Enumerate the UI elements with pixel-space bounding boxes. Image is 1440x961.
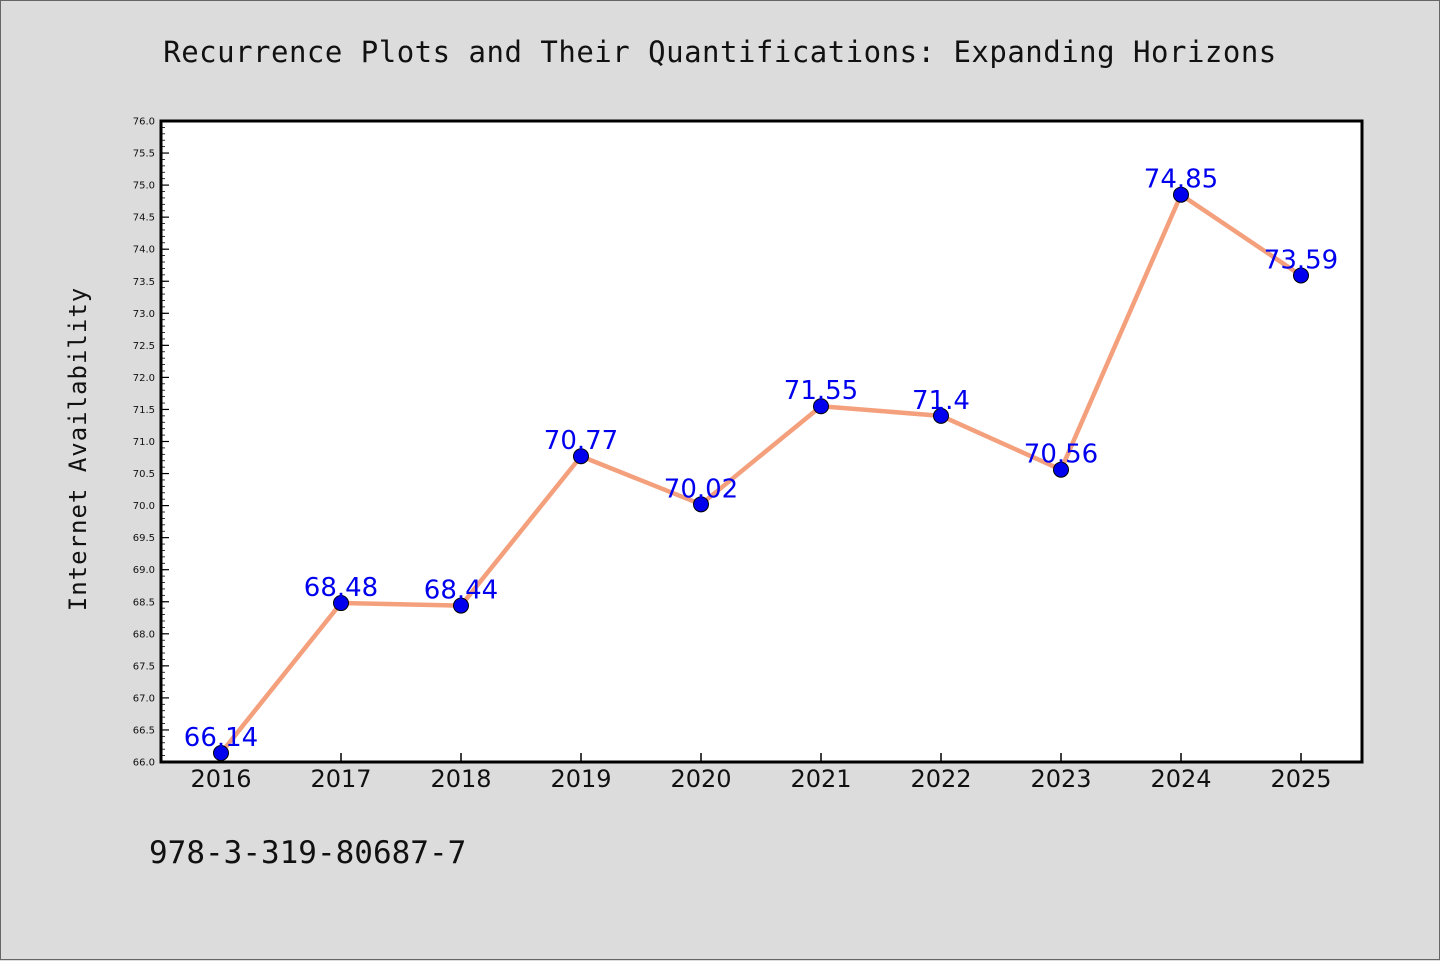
data-point (213, 745, 229, 762)
y-tick-label: 76.0 (133, 117, 155, 128)
x-tick-label: 2016 (190, 765, 251, 793)
data-label: 74.85 (1144, 165, 1218, 195)
y-axis-label: Internet Availability (64, 287, 92, 611)
x-axis: 2016 2017 2018 2019 2020 2021 2022 2023 2024 2025 (190, 753, 1332, 793)
series-line (219, 192, 1303, 755)
y-tick-label: 73.5 (133, 277, 155, 288)
y-tick-label: 72.5 (133, 341, 155, 352)
series-layer: 66.14 68.48 68.44 70.77 70.02 71.55 71.4 70.56 7… (184, 165, 1338, 762)
data-label: 71.4 (912, 386, 970, 416)
data-point (453, 597, 469, 614)
y-tick-label: 71.5 (133, 405, 155, 416)
y-tick-label: 69.5 (133, 533, 155, 544)
x-tick-label: 2025 (1270, 765, 1331, 793)
y-tick-label: 71.0 (133, 437, 155, 448)
data-label: 71.55 (784, 376, 858, 406)
data-label: 70.77 (544, 426, 618, 456)
y-tick-label: 74.5 (133, 213, 155, 224)
data-label: 68.44 (424, 576, 498, 606)
y-tick-label: 75.0 (133, 181, 155, 192)
data-label: 70.56 (1024, 440, 1098, 470)
y-tick-label: 70.0 (133, 501, 155, 512)
data-label: 66.14 (184, 723, 258, 753)
data-point (813, 398, 829, 415)
x-tick-label: 2021 (790, 765, 851, 793)
y-tick-label: 70.5 (133, 469, 155, 480)
y-tick-label: 69.0 (133, 565, 155, 576)
y-tick-label: 66.5 (133, 725, 155, 736)
x-tick-label: 2024 (1150, 765, 1211, 793)
x-tick-label: 2022 (910, 765, 971, 793)
x-tick-label: 2019 (550, 765, 611, 793)
x-tick-label: 2017 (310, 765, 371, 793)
data-point (1293, 267, 1309, 284)
data-point (933, 407, 949, 424)
data-point (333, 595, 349, 612)
data-label: 73.59 (1264, 245, 1338, 275)
y-tick-label: 68.0 (133, 629, 155, 640)
chart-title: Recurrence Plots and Their Quantificatio… (163, 35, 1277, 69)
data-point (1053, 461, 1069, 478)
x-tick-label: 2023 (1030, 765, 1091, 793)
y-tick-label: 72.0 (133, 373, 155, 384)
data-label: 70.02 (664, 474, 738, 504)
y-tick-label: 67.0 (133, 693, 155, 704)
data-point (573, 448, 589, 465)
y-tick-label: 66.0 (133, 758, 155, 769)
data-point (1173, 186, 1189, 203)
annotation-text: 978-3-319-80687-7 (149, 835, 467, 871)
y-tick-label: 75.5 (133, 149, 155, 160)
y-tick-label: 74.0 (133, 245, 155, 256)
y-axis: 66.0 66.5 67.0 67.5 68.0 68.5 69.0 69.5 70.0 70.5… (133, 117, 169, 769)
x-tick-label: 2020 (670, 765, 731, 793)
x-tick-label: 2018 (430, 765, 491, 793)
y-tick-label: 67.5 (133, 661, 155, 672)
plot-area (159, 119, 1364, 764)
data-label: 68.48 (304, 573, 378, 603)
data-point (693, 496, 709, 513)
y-tick-label: 73.0 (133, 309, 155, 320)
y-tick-label: 68.5 (133, 597, 155, 608)
